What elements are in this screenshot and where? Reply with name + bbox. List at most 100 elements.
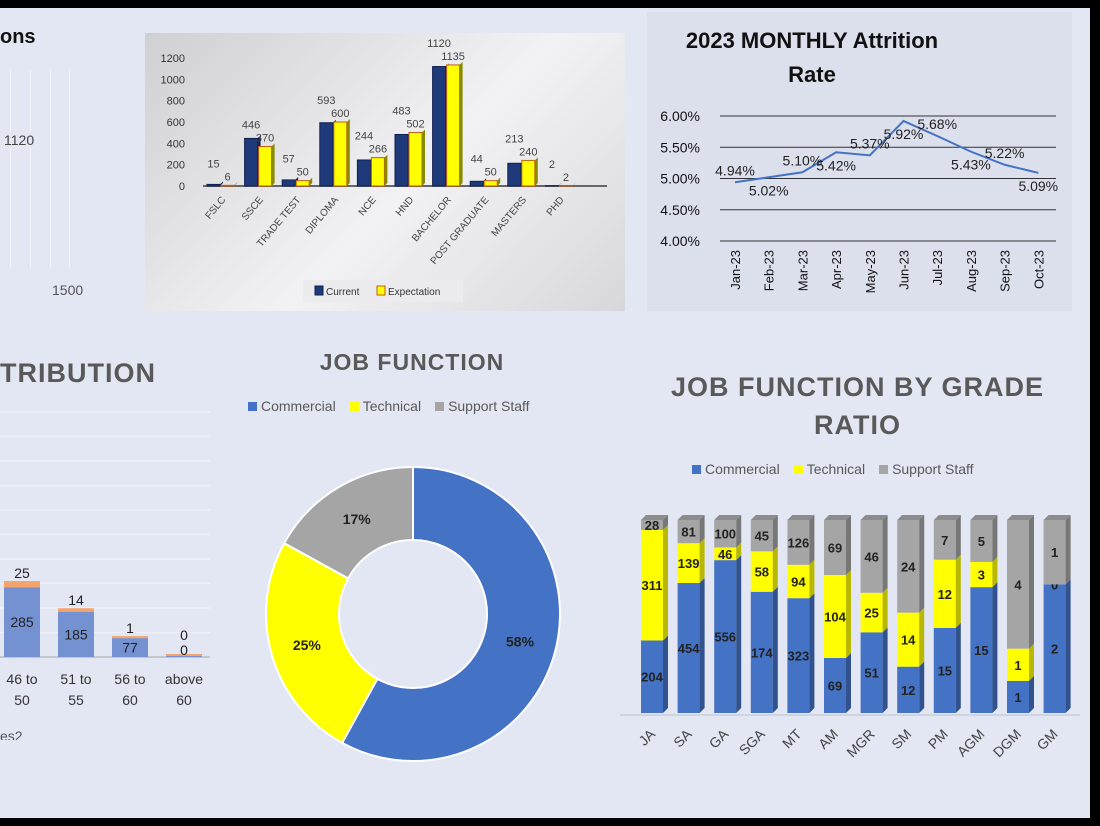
bar-side: [882, 515, 888, 593]
grade-bar-segment: [750, 520, 773, 552]
x-tick-label: 56 to: [114, 671, 145, 687]
data-label: 58: [755, 565, 769, 580]
data-label: 44: [471, 154, 483, 166]
data-label: 104: [824, 610, 846, 625]
age-bar-segment: [166, 654, 202, 656]
grade-ratio-chart: 20431128JA45413981SA55646100GA1745845SGA…: [620, 515, 1080, 760]
grade-bar-segment: [641, 640, 663, 713]
grade-bar-segment: [641, 529, 663, 641]
grade-bar-segment: [714, 560, 737, 713]
legend-swatch: [793, 465, 803, 474]
data-label: 5: [978, 534, 985, 549]
education-chart-panel[interactable]: 0 200 400 600 800 1000 1200 15 6 FSLC 446 370 SSCE 57…: [145, 33, 625, 311]
bar-side: [558, 182, 562, 186]
data-label: 14: [901, 633, 916, 648]
data-label: 12: [938, 587, 952, 602]
data-label: 3: [978, 568, 985, 583]
grade-bar-segment: [933, 627, 956, 713]
x-tick-label: Jul-23: [930, 250, 945, 285]
bar-current: [281, 179, 296, 187]
data-label: 69: [828, 678, 842, 693]
legend-item: Support Staff: [435, 398, 530, 414]
bar-side: [809, 515, 815, 565]
age-bar-segment: [4, 581, 40, 588]
legend-item: Technical: [349, 398, 421, 414]
data-label: 483: [392, 105, 410, 117]
data-label: 2: [1051, 642, 1058, 657]
data-label: 69: [828, 541, 842, 556]
y-tick-label: 6.00%: [660, 108, 700, 124]
bar-side: [663, 515, 668, 530]
attrition-line: [734, 119, 1039, 184]
bar-top: [1007, 515, 1034, 520]
data-label: 204: [641, 670, 663, 685]
bar-side: [497, 177, 501, 186]
age-bar-segment: [166, 656, 202, 657]
legend-item: Commercial: [248, 398, 336, 414]
legend-label: es2: [0, 728, 23, 740]
data-label: 24: [901, 559, 916, 574]
x-tick-label: SGA: [736, 725, 769, 758]
x-tick-label: NCE: [357, 195, 379, 218]
data-label: 17%: [343, 511, 372, 527]
x-tick-label: 46 to: [6, 671, 37, 687]
legend-item: Support Staff: [879, 461, 974, 477]
bar-side: [346, 119, 350, 186]
data-label: 1135: [441, 51, 465, 63]
x-tick-label: Apr-23: [829, 250, 844, 289]
y-tick-label: 4.50%: [660, 202, 700, 218]
attrition-chart-panel[interactable]: 2023 MONTHLY Attrition Rate 4.00% 4.50% 5.…: [647, 12, 1072, 311]
bar-side: [534, 157, 538, 186]
bar-current: [356, 159, 371, 187]
title-line: Rate: [788, 62, 836, 87]
y-tick-label: 800: [167, 96, 185, 108]
x-tick-label: MASTERS: [490, 195, 530, 239]
bar-side: [772, 586, 778, 713]
bar-top: [1043, 515, 1071, 520]
x-tick-label: 60: [176, 692, 192, 708]
data-label: 5.92%: [884, 126, 924, 142]
grade-bar-segment: [933, 520, 956, 560]
grade-bar-segment: [933, 559, 956, 628]
age-bar-segment: [58, 608, 94, 612]
x-tick-label: FSLC: [203, 195, 228, 222]
y-tick-label: 400: [167, 138, 185, 150]
data-label: 5.09%: [1018, 178, 1058, 194]
grade-bar-segment: [824, 657, 846, 713]
bar-side: [736, 515, 742, 548]
grade-ratio-title: JOB FUNCTION BY GRADE RATIO: [640, 368, 1075, 444]
x-tick-label: GA: [706, 725, 732, 751]
bar-current: [469, 180, 484, 187]
legend-swatch: [349, 402, 359, 411]
grade-bar-segment: [750, 591, 773, 713]
x-tick-label: 51 to: [60, 671, 91, 687]
title-line: 2023 MONTHLY Attrition: [685, 28, 939, 53]
data-label: 5.68%: [917, 116, 957, 132]
legend-item: Technical: [793, 461, 865, 477]
legend-label: Commercial: [261, 398, 336, 414]
x-tick-label: above: [165, 671, 203, 687]
bar-side: [220, 181, 223, 186]
data-label: 5.43%: [951, 157, 991, 173]
bar-side: [809, 559, 815, 599]
bar-expectation: [370, 157, 385, 187]
legend-label: Commercial: [705, 461, 780, 477]
legend-item: Commercial: [692, 461, 780, 477]
bar-current: [319, 122, 334, 187]
bar-side: [1029, 675, 1034, 713]
bar-side: [992, 556, 998, 588]
bar-side: [919, 661, 925, 713]
data-label: 81: [681, 525, 695, 540]
bar-side: [271, 143, 275, 186]
data-label: 15: [938, 663, 952, 678]
x-tick-label: DGM: [990, 726, 1024, 760]
bar-side: [955, 515, 961, 560]
data-label: 139: [678, 556, 700, 571]
data-label: 58%: [506, 633, 535, 649]
data-label: 185: [64, 626, 88, 642]
bar-side: [663, 635, 668, 713]
grade-bar-segment: [641, 520, 663, 530]
y-tick-label: 600: [167, 117, 185, 129]
x-tick-label: 50: [14, 692, 30, 708]
